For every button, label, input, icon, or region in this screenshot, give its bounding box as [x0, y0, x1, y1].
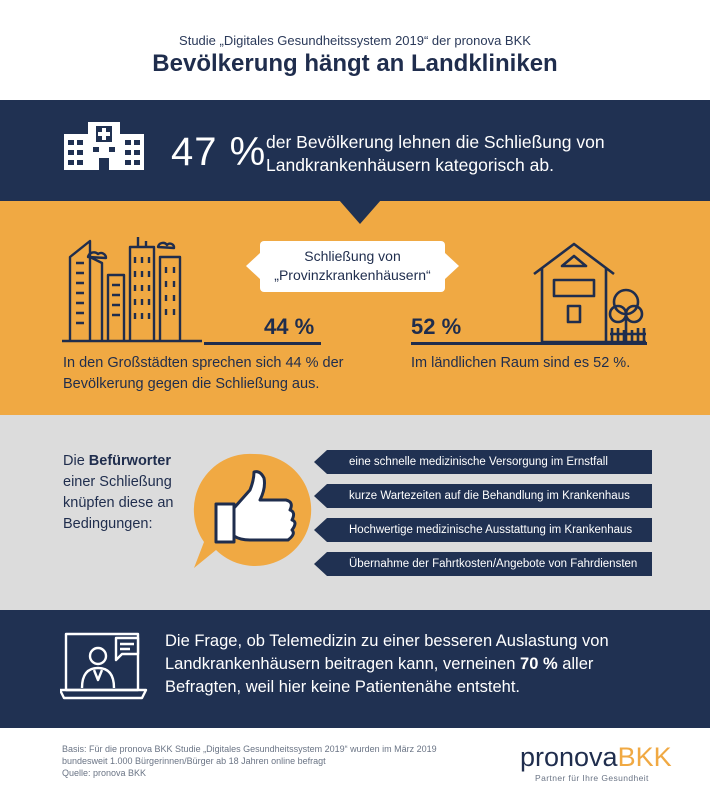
telemedicine-text-pre: Die Frage, ob Telemedizin zu einer besse… [165, 632, 609, 673]
conditions-intro-pre: Die [63, 453, 89, 469]
band-notch [339, 200, 381, 224]
footer-notes: Basis: Für die pronova BKK Studie „Digit… [62, 743, 482, 779]
city-underline [204, 342, 321, 345]
closure-label-pill: Schließung von „Provinzkrankenhäusern“ [246, 241, 459, 292]
condition-item: kurze Wartezeiten auf die Behandlung im … [314, 484, 652, 508]
conditions-list: eine schnelle medizinische Versorgung im… [314, 450, 652, 586]
pill-line1: Schließung von [304, 248, 401, 264]
city-skyline-icon [62, 237, 202, 343]
condition-item: eine schnelle medizinische Versorgung im… [314, 450, 652, 474]
conditions-intro: Die Befürworter einer Schließung knüpfen… [63, 451, 203, 535]
condition-item: Übernahme der Fahrtkosten/Angebote von F… [314, 552, 652, 576]
telemedicine-band [0, 610, 710, 728]
city-percent: 44 % [264, 314, 315, 339]
pronova-bkk-logo: pronovaBKK [520, 742, 672, 773]
study-subtitle: Studie „Digitales Gesundheitssystem 2019… [179, 33, 531, 48]
pill-line2: „Provinzkrankenhäusern“ [274, 267, 431, 283]
page-title: Bevölkerung hängt an Landkliniken [152, 50, 558, 77]
top-stat-text: der Bevölkerung lehnen die Schließung vo… [266, 132, 605, 175]
telemedicine-text-bold: 70 % [520, 655, 558, 673]
rural-text: Im ländlichen Raum sind es 52 %. [411, 355, 631, 371]
rural-underline [411, 342, 647, 345]
city-text: In den Großstädten sprechen sich 44 % de… [63, 355, 344, 392]
comparison-band [0, 201, 710, 415]
condition-item: Hochwertige medizinische Ausstattung im … [314, 518, 652, 542]
conditions-intro-post: einer Schließung knüpfen diese an Beding… [63, 474, 174, 532]
footer-source: Quelle: pronova BKK [62, 768, 147, 778]
logo-part2: BKK [617, 742, 672, 772]
top-stat-percent: 47 % [171, 130, 267, 174]
conditions-intro-bold: Befürworter [88, 453, 171, 469]
footer-basis-2: bundesweit 1.000 Bürgerinnen/Bürger ab 1… [62, 756, 326, 766]
header: Studie „Digitales Gesundheitssystem 2019… [0, 0, 710, 100]
footer-basis: Basis: Für die pronova BKK Studie „Digit… [62, 744, 437, 754]
telemedicine-text: Die Frage, ob Telemedizin zu einer besse… [165, 630, 635, 699]
hospital-icon [64, 122, 144, 170]
logo-part1: pronova [520, 742, 618, 772]
conditions-band [0, 415, 710, 610]
country-house-icon [533, 242, 646, 343]
rural-percent: 52 % [411, 314, 462, 339]
telemedicine-text-post: aller Befragten, weil hier keine Patient… [165, 655, 594, 696]
thumbs-up-icon [193, 453, 312, 568]
logo-tagline: Partner für Ihre Gesundheit [535, 773, 649, 783]
telemedicine-laptop-icon [60, 632, 148, 700]
